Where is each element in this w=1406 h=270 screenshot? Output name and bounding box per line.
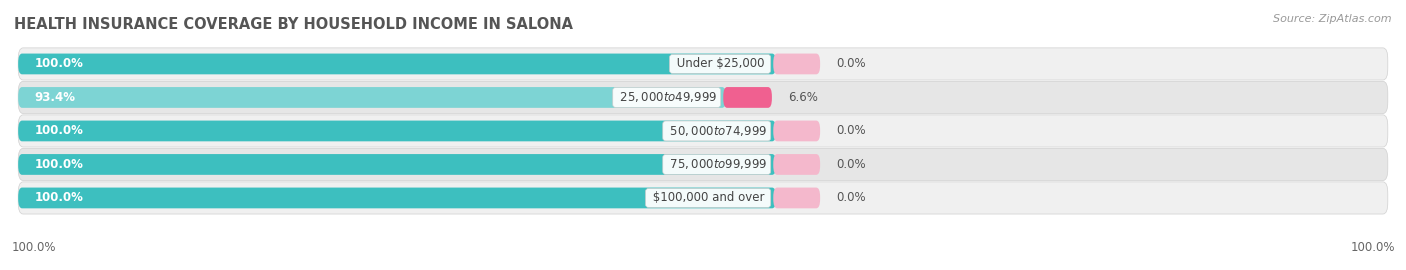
FancyBboxPatch shape xyxy=(18,188,776,208)
Text: 100.0%: 100.0% xyxy=(35,124,83,137)
FancyBboxPatch shape xyxy=(18,87,725,108)
Text: 100.0%: 100.0% xyxy=(35,191,83,204)
Text: $75,000 to $99,999: $75,000 to $99,999 xyxy=(665,157,768,171)
Text: Under $25,000: Under $25,000 xyxy=(672,58,768,70)
FancyBboxPatch shape xyxy=(773,188,820,208)
FancyBboxPatch shape xyxy=(773,154,820,175)
Text: 100.0%: 100.0% xyxy=(35,158,83,171)
Text: $25,000 to $49,999: $25,000 to $49,999 xyxy=(616,90,717,104)
FancyBboxPatch shape xyxy=(18,121,776,141)
Text: 0.0%: 0.0% xyxy=(837,191,866,204)
FancyBboxPatch shape xyxy=(773,53,820,74)
FancyBboxPatch shape xyxy=(18,81,1388,113)
Text: HEALTH INSURANCE COVERAGE BY HOUSEHOLD INCOME IN SALONA: HEALTH INSURANCE COVERAGE BY HOUSEHOLD I… xyxy=(14,17,574,32)
Text: Source: ZipAtlas.com: Source: ZipAtlas.com xyxy=(1274,14,1392,23)
Text: $100,000 and over: $100,000 and over xyxy=(648,191,768,204)
FancyBboxPatch shape xyxy=(18,53,776,74)
FancyBboxPatch shape xyxy=(18,48,1388,80)
FancyBboxPatch shape xyxy=(18,115,1388,147)
Text: 100.0%: 100.0% xyxy=(35,58,83,70)
Text: 100.0%: 100.0% xyxy=(1350,241,1395,254)
FancyBboxPatch shape xyxy=(723,87,772,108)
Text: 93.4%: 93.4% xyxy=(35,91,76,104)
Text: 0.0%: 0.0% xyxy=(837,58,866,70)
Text: $50,000 to $74,999: $50,000 to $74,999 xyxy=(665,124,768,138)
Text: 6.6%: 6.6% xyxy=(789,91,818,104)
FancyBboxPatch shape xyxy=(773,121,820,141)
Text: 100.0%: 100.0% xyxy=(11,241,56,254)
FancyBboxPatch shape xyxy=(18,148,1388,181)
FancyBboxPatch shape xyxy=(18,154,776,175)
Text: 0.0%: 0.0% xyxy=(837,158,866,171)
FancyBboxPatch shape xyxy=(18,182,1388,214)
Text: 0.0%: 0.0% xyxy=(837,124,866,137)
